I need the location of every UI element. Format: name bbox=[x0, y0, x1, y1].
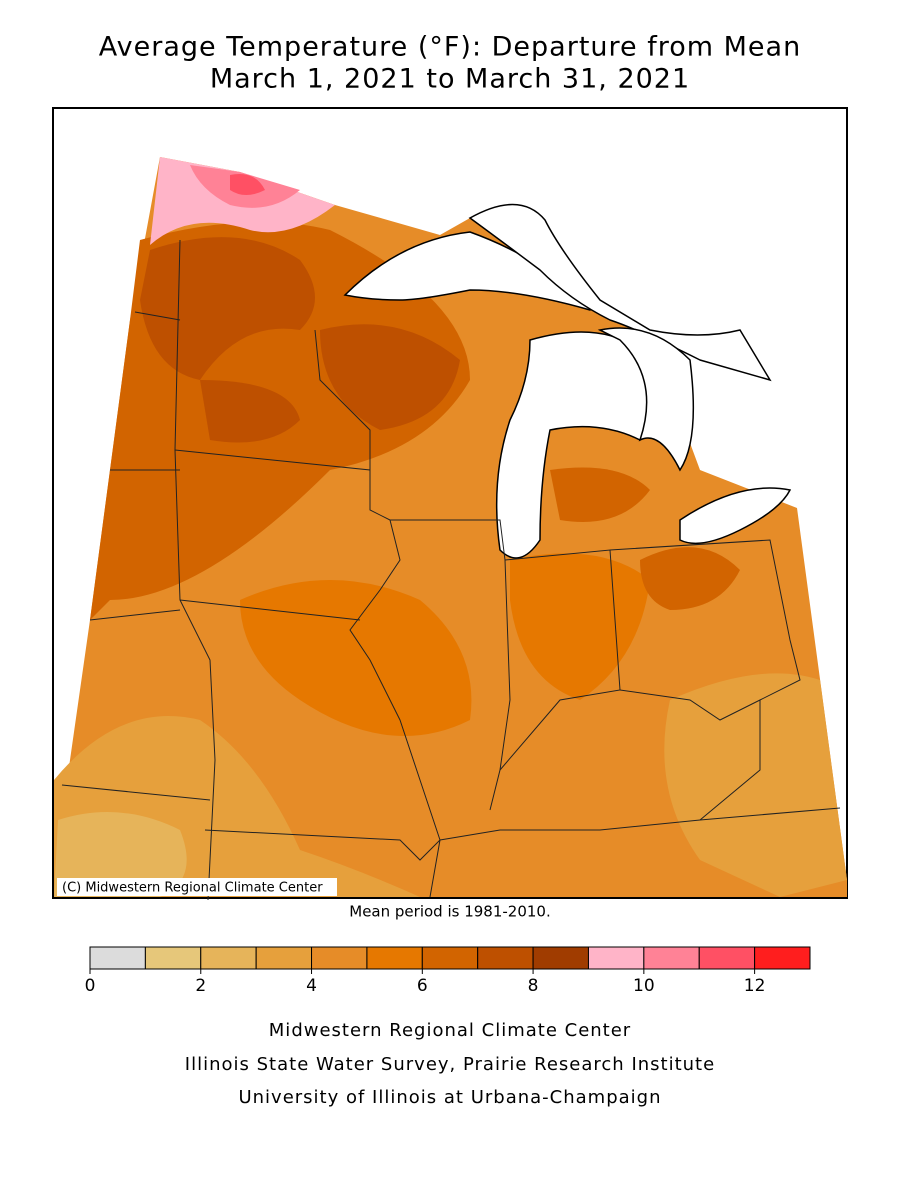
footer-line: University of Illinois at Urbana-Champai… bbox=[238, 1087, 661, 1108]
legend-tick-label: 8 bbox=[528, 976, 539, 996]
footer-line: Illinois State Water Survey, Prairie Res… bbox=[185, 1054, 715, 1075]
legend-swatch bbox=[144, 946, 202, 970]
map-credit: (C) Midwestern Regional Climate Center bbox=[62, 881, 323, 896]
legend-tick-label: 10 bbox=[633, 976, 655, 996]
legend-tick-label: 0 bbox=[85, 976, 96, 996]
title: Average Temperature (°F): Departure from… bbox=[99, 32, 801, 63]
legend-swatch bbox=[200, 946, 257, 970]
map: (C) Midwestern Regional Climate Center bbox=[52, 107, 848, 901]
legend-swatch bbox=[311, 946, 368, 970]
legend-swatch bbox=[477, 946, 534, 970]
footer-line: Midwestern Regional Climate Center bbox=[269, 1020, 631, 1041]
legend-tick-label: 12 bbox=[744, 976, 766, 996]
legend-swatch bbox=[532, 946, 589, 970]
legend-swatch bbox=[366, 946, 423, 970]
legend-swatch bbox=[587, 946, 645, 970]
legend-swatch bbox=[421, 946, 479, 970]
subtitle: March 1, 2021 to March 31, 2021 bbox=[210, 64, 690, 95]
legend-swatch bbox=[698, 946, 756, 970]
legend-tick-label: 4 bbox=[306, 976, 317, 996]
legend-swatch bbox=[89, 946, 146, 970]
legend: 0 2 4 6 8 10 12 bbox=[85, 946, 811, 996]
legend-tick-label: 6 bbox=[417, 976, 428, 996]
legend-tick-label: 2 bbox=[195, 976, 206, 996]
mean-period-note: Mean period is 1981-2010. bbox=[349, 903, 550, 921]
legend-swatch bbox=[643, 946, 700, 970]
legend-swatch bbox=[255, 946, 313, 970]
legend-swatch bbox=[754, 946, 811, 970]
